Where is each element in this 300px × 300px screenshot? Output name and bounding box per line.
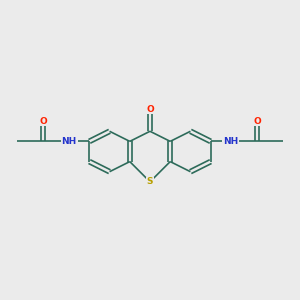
Text: S: S <box>147 177 153 186</box>
Text: O: O <box>146 104 154 113</box>
Text: NH: NH <box>223 137 238 146</box>
Text: O: O <box>39 117 47 126</box>
Text: O: O <box>253 117 261 126</box>
Text: NH: NH <box>61 137 77 146</box>
